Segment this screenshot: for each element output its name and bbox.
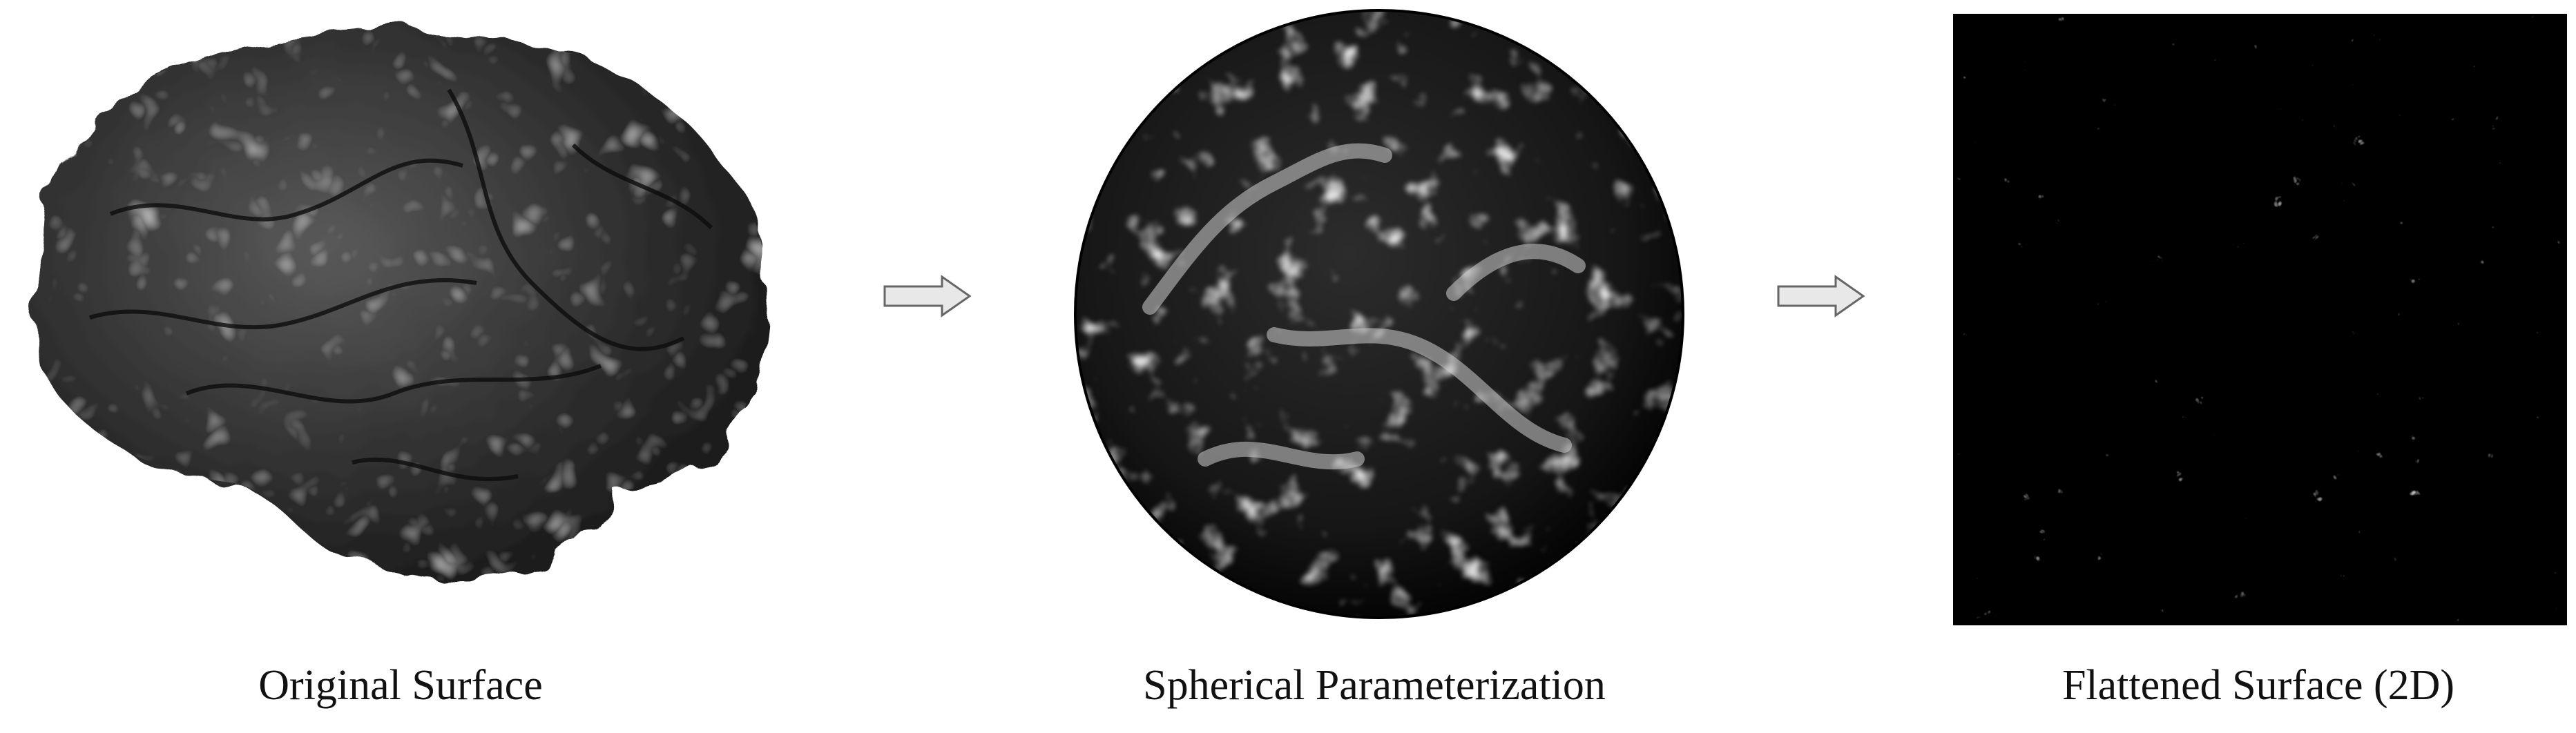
- right-arrow-icon: [1777, 275, 1865, 317]
- flattened-surface-image: [1953, 14, 2567, 625]
- arrow-1: [883, 275, 972, 317]
- arrow-2: [1776, 275, 1866, 317]
- caption-original-surface: Original Surface: [258, 662, 543, 709]
- original-surface-panel: [7, 7, 787, 614]
- brain-surface-image: [35, 28, 768, 582]
- flattened-surface-panel: [1953, 14, 2567, 625]
- right-arrow-icon: [883, 275, 972, 317]
- sphere-image: [1074, 9, 1684, 619]
- caption-spherical-parameterization: Spherical Parameterization: [1143, 662, 1606, 709]
- spherical-parameterization-panel: [1067, 3, 1692, 625]
- caption-flattened-surface: Flattened Surface (2D): [2061, 662, 2455, 709]
